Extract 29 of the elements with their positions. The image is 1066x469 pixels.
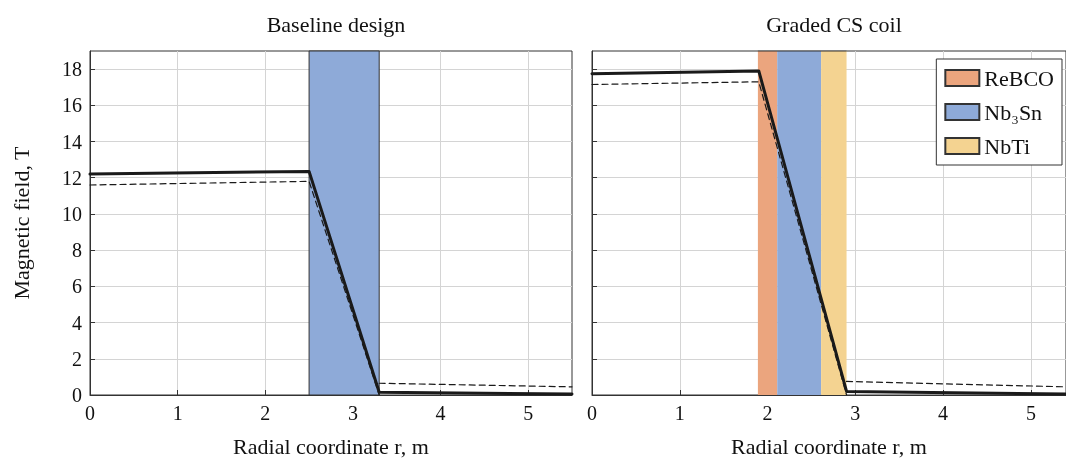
x-tick-label: 1	[172, 402, 183, 424]
y-tick-label: 16	[62, 94, 82, 117]
x-tick-label: 0	[587, 402, 597, 424]
y-tick-label: 18	[62, 58, 82, 81]
y-tick-label: 8	[72, 239, 82, 262]
x-tick-label: 5	[523, 402, 534, 424]
legend-label: ReBCO	[984, 65, 1055, 91]
y-tick-label: 6	[72, 275, 82, 298]
y-tick-label: 4	[72, 311, 82, 334]
x-tick-label: 3	[850, 402, 861, 424]
y-tick-label: 12	[62, 166, 82, 189]
x-tick-label: 4	[435, 402, 446, 424]
x-tick-label: 4	[938, 402, 949, 424]
y-tick-label: 14	[62, 130, 82, 153]
legend-label: NbTi	[984, 133, 1030, 159]
x-tick-label: 3	[347, 402, 358, 424]
x-axis-title: Radial coordinate r, m	[731, 433, 927, 459]
chart-title: Graded CS coil	[766, 11, 902, 37]
x-axis-title: Radial coordinate r, m	[233, 433, 429, 459]
y-axis-title: Magnetic field, T	[8, 145, 34, 300]
legend-label: Nb₃Sn	[984, 99, 1043, 125]
x-tick-label: 2	[762, 402, 773, 424]
x-tick-label: 5	[1025, 402, 1036, 424]
x-tick-label: 1	[674, 402, 685, 424]
y-tick-label: 10	[62, 202, 82, 225]
y-tick-label: 2	[72, 347, 82, 370]
y-tick-label: 0	[72, 384, 82, 406]
x-tick-label: 2	[260, 402, 271, 424]
chart-title: Baseline design	[266, 11, 406, 37]
